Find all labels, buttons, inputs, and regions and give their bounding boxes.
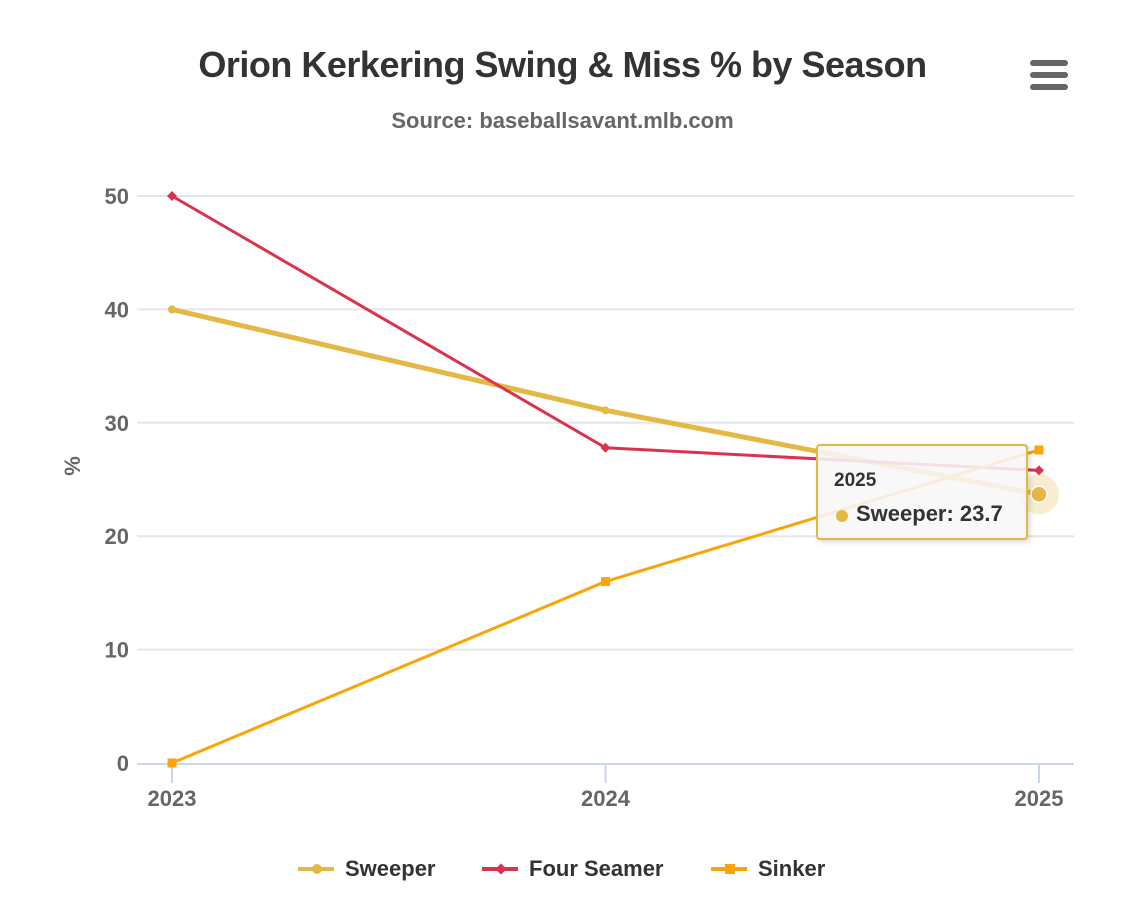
tooltip-series-dot [836, 510, 848, 522]
menu-bar [1030, 72, 1068, 78]
y-tick-label: 20 [105, 524, 129, 549]
tooltip-value: Sweeper: 23.7 [856, 501, 1003, 526]
legend-item-sinker[interactable]: Sinker [711, 852, 825, 886]
legend-item-four-seamer[interactable]: Four Seamer [482, 852, 664, 886]
data-point-four-seamer [167, 191, 177, 201]
data-point-sinker [1034, 445, 1044, 455]
hamburger-menu-icon[interactable] [1024, 56, 1072, 94]
data-point-four-seamer [1034, 465, 1044, 476]
tooltip: 2025 Sweeper: 23.7 [816, 444, 1028, 540]
y-tick-label: 50 [105, 184, 129, 209]
hover-point [1030, 485, 1048, 503]
data-point-sinker [601, 577, 610, 587]
data-point-sweeper [168, 305, 176, 314]
legend-line-icon [711, 864, 747, 874]
legend-line-icon [482, 863, 518, 875]
y-axis-title: % [60, 456, 85, 476]
menu-bar [1030, 84, 1068, 90]
legend-label: Sweeper [345, 856, 436, 881]
legend-line-icon [298, 864, 334, 874]
tooltip-header: 2025 [834, 470, 877, 491]
menu-bar [1030, 60, 1068, 66]
circle-marker-icon [312, 864, 322, 874]
data-point-sinker [167, 758, 177, 768]
square-marker-icon [725, 864, 735, 874]
y-tick-label: 40 [105, 297, 129, 322]
x-axis: 2023 2024 2025 [137, 763, 1074, 811]
data-point-four-seamer [600, 442, 611, 453]
x-tick-label: 2025 [1015, 786, 1064, 811]
y-tick-label: 10 [105, 638, 129, 663]
legend-item-sweeper[interactable]: Sweeper [298, 852, 436, 886]
y-tick-label: 0 [117, 751, 129, 776]
diamond-marker-icon [495, 863, 507, 875]
legend-label: Four Seamer [529, 856, 664, 881]
x-tick-label: 2024 [581, 786, 631, 811]
data-point-sweeper [601, 406, 610, 415]
y-tick-label: 30 [105, 411, 129, 436]
chart-title: Orion Kerkering Swing & Miss % by Season [198, 44, 927, 85]
y-axis: 0 10 20 30 40 50% [60, 184, 129, 776]
series-line-four-seamer [170, 194, 1041, 472]
legend-label: Sinker [758, 856, 826, 881]
chart-subtitle: Source: baseballsavant.mlb.com [391, 108, 734, 133]
x-tick-label: 2023 [148, 786, 197, 811]
